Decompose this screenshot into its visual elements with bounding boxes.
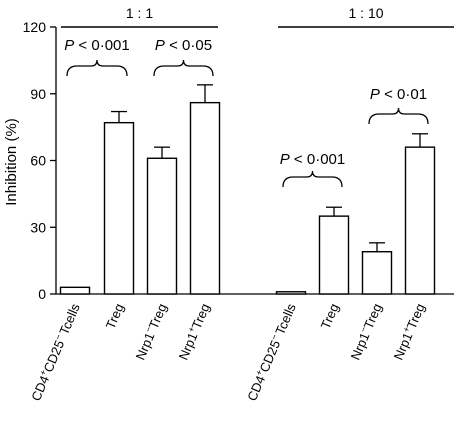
- category-label: Treg: [318, 301, 342, 331]
- category-label-sup: −: [143, 325, 154, 334]
- significance-brace: [368, 107, 429, 125]
- category-label-sup: +: [37, 368, 48, 377]
- y-tick-label: 30: [30, 219, 46, 235]
- bar: [404, 146, 436, 295]
- bar: [189, 101, 221, 295]
- y-axis-label: Inhibition (%): [3, 118, 20, 206]
- bar: [103, 121, 135, 295]
- bar: [59, 286, 91, 295]
- p-value-label: P < 0·001: [280, 151, 345, 168]
- p-value-text: < 0·05: [165, 37, 212, 54]
- category-label: Treg: [103, 301, 127, 331]
- category-label-part: Treg: [146, 301, 170, 331]
- p-value-text: < 0·01: [380, 86, 427, 103]
- significance-brace: [66, 59, 128, 77]
- category-labels: CD4+CD25−Tcells TregNrp1−TregNrp1+TregCD4…: [27, 300, 428, 403]
- category-label-sup: −: [52, 333, 63, 342]
- bars: [59, 101, 436, 295]
- category-label-part: CD25: [40, 338, 67, 374]
- category-label: Nrp1−Treg: [132, 301, 170, 362]
- group-labels: 1 : 1 1 : 10: [61, 5, 454, 28]
- p-symbol: P: [280, 151, 290, 168]
- category-label-part: Treg: [103, 301, 127, 331]
- y-tick-label: 90: [30, 86, 46, 102]
- category-label-part: Treg: [404, 301, 428, 331]
- category-label-part: Nrp1: [176, 330, 201, 362]
- p-value-text: < 0·001: [74, 37, 129, 54]
- y-tick-label: 0: [38, 286, 46, 302]
- p-value-label: P < 0·05: [155, 37, 212, 54]
- category-label: CD4+CD25−Tcells: [27, 300, 83, 403]
- category-label-part: Treg: [361, 301, 385, 331]
- error-bars: [111, 84, 428, 252]
- group-label: 1 : 10: [348, 5, 383, 21]
- category-label-part: Nrp1: [391, 330, 416, 362]
- category-label-sup: −: [268, 333, 279, 342]
- group-label: 1 : 1: [126, 5, 153, 21]
- significance-brace: [282, 170, 343, 188]
- bar: [275, 291, 307, 295]
- category-label-sup: +: [186, 325, 197, 334]
- category-label: Nrp1+Treg: [390, 301, 428, 362]
- p-value-label: P < 0·001: [64, 37, 129, 54]
- y-tick-label: 120: [23, 19, 47, 35]
- p-symbol: P: [155, 37, 165, 54]
- p-value-text: < 0·001: [290, 151, 345, 168]
- bar: [361, 251, 393, 295]
- y-tick-label: 60: [30, 153, 46, 169]
- category-label-sup: +: [253, 368, 264, 377]
- category-label-sup: +: [401, 325, 412, 334]
- category-label: CD4+CD25−Tcells: [243, 300, 299, 403]
- category-label-part: Nrp1: [348, 330, 373, 362]
- category-label-part: Tcells: [272, 301, 299, 337]
- category-label-part: Treg: [189, 301, 213, 331]
- p-symbol: P: [370, 86, 380, 103]
- category-label: Nrp1+Treg: [175, 301, 213, 362]
- bar: [146, 157, 178, 295]
- category-label-part: CD25: [256, 338, 283, 374]
- p-value-label: P < 0·01: [370, 86, 427, 103]
- category-label-part: Tcells: [56, 301, 83, 337]
- p-symbol: P: [64, 37, 74, 54]
- category-label-part: Treg: [318, 301, 342, 331]
- category-label-part: CD4: [28, 373, 52, 403]
- bar: [318, 215, 350, 295]
- category-label: Nrp1−Treg: [347, 301, 385, 362]
- category-label-sup: −: [358, 325, 369, 334]
- significance-brace: [153, 59, 214, 77]
- category-label-part: Nrp1: [133, 330, 158, 362]
- category-label-part: CD4: [244, 373, 268, 403]
